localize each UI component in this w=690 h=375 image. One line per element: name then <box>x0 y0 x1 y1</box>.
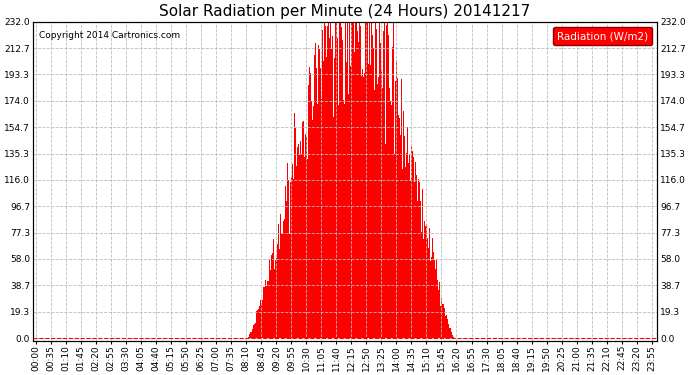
Text: Copyright 2014 Cartronics.com: Copyright 2014 Cartronics.com <box>39 31 180 40</box>
Title: Solar Radiation per Minute (24 Hours) 20141217: Solar Radiation per Minute (24 Hours) 20… <box>159 4 531 19</box>
Legend: Radiation (W/m2): Radiation (W/m2) <box>553 27 652 45</box>
